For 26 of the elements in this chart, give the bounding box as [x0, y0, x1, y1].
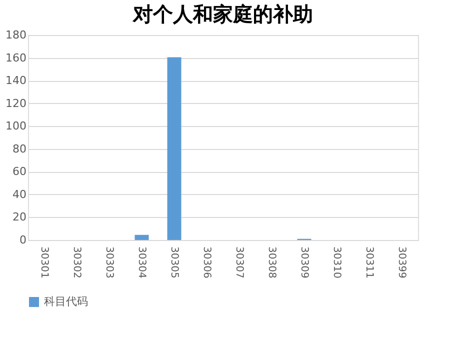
x-tick-label: 30301	[38, 246, 50, 278]
x-tick-label: 30309	[298, 246, 310, 278]
bar	[134, 234, 149, 240]
y-tick-label: 0	[20, 234, 26, 246]
chart-title: 对个人和家庭的补助	[132, 2, 313, 26]
x-tick-label: 30304	[136, 246, 147, 278]
x-tick-label: 30303	[103, 246, 114, 278]
bar	[167, 57, 182, 240]
y-tick-label: 40	[12, 188, 26, 201]
y-tick-label: 140	[6, 74, 26, 88]
x-tick-label: 30310	[330, 246, 342, 278]
y-tick-label: 180	[6, 28, 26, 42]
x-tick-label: 30302	[70, 246, 82, 278]
y-tick-label: 100	[6, 120, 26, 133]
x-tick-label: 30308	[266, 246, 277, 278]
x-tick-label: 30399	[396, 246, 407, 278]
y-tick-label: 60	[12, 165, 26, 178]
legend-label: 科目代码	[44, 295, 88, 308]
x-tick-label: 30311	[363, 246, 374, 278]
y-tick-label: 160	[6, 51, 26, 64]
x-tick-label: 30305	[168, 246, 180, 278]
x-tick-label: 30307	[233, 246, 244, 278]
x-tick-label: 30306	[200, 246, 212, 278]
y-tick-label: 120	[6, 96, 26, 110]
y-tick-label: 20	[12, 210, 26, 224]
y-tick-label: 80	[12, 142, 26, 156]
